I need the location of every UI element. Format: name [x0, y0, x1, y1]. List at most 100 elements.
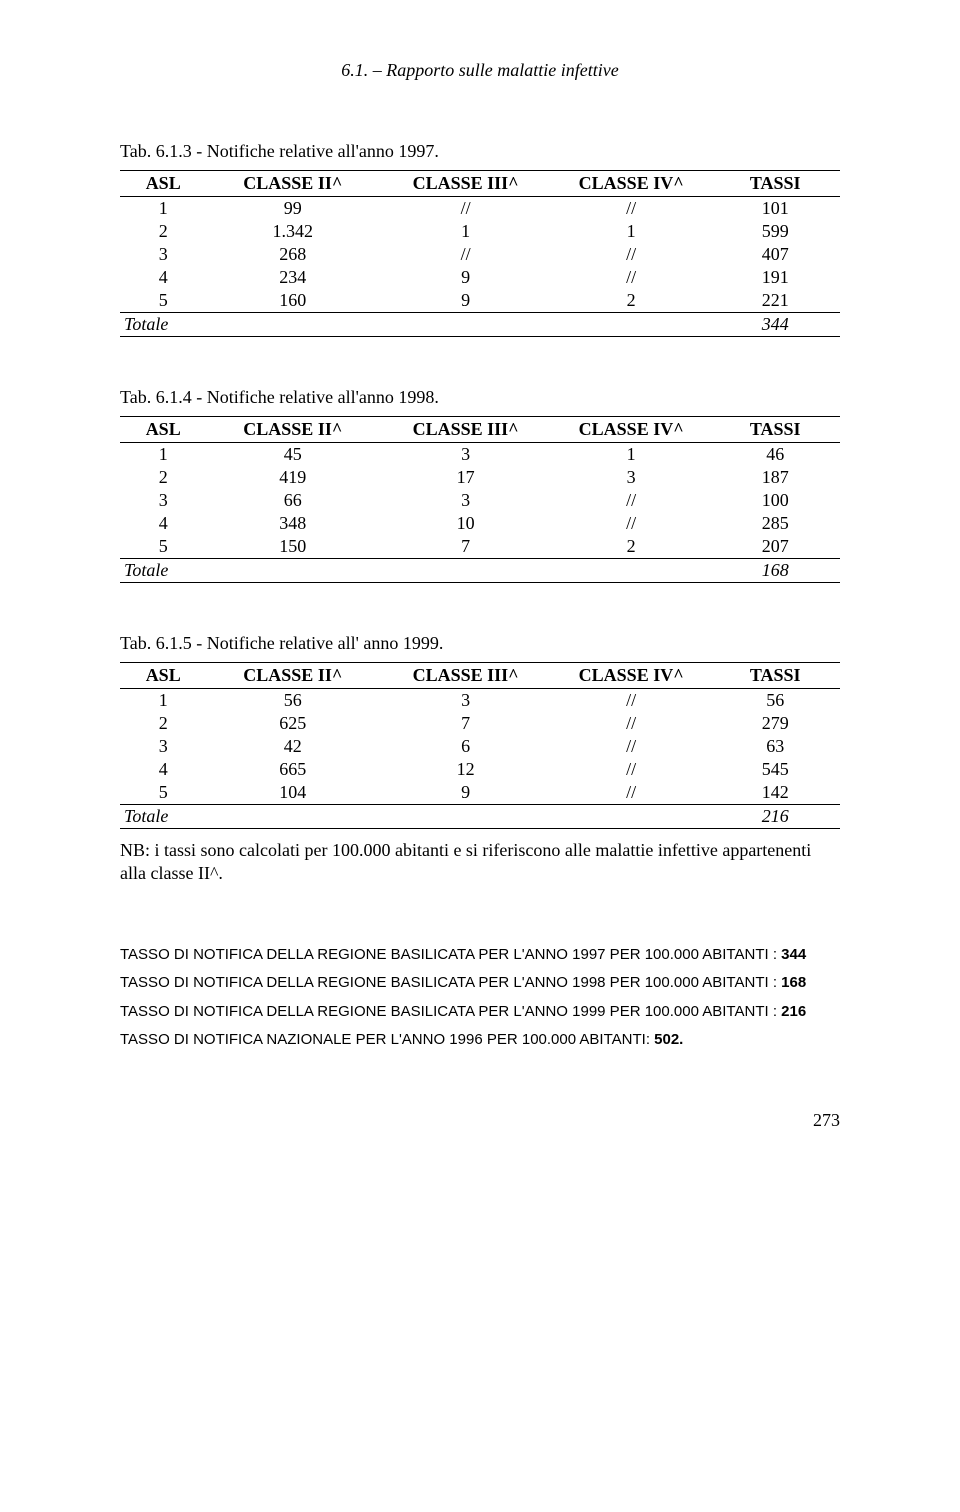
table-cell: 2	[120, 712, 206, 735]
table-cell: 5	[120, 535, 206, 559]
totale-label: Totale	[120, 805, 206, 829]
table-cell: //	[552, 243, 710, 266]
column-header: CLASSE II^	[206, 417, 379, 443]
column-header: ASL	[120, 417, 206, 443]
table-cell: 4	[120, 512, 206, 535]
table-cell: 1.342	[206, 220, 379, 243]
table-cell: 2	[552, 535, 710, 559]
table-cell: 279	[710, 712, 840, 735]
table-cell	[206, 559, 379, 583]
table-row: 42349//191	[120, 266, 840, 289]
table-cell: 3	[120, 243, 206, 266]
column-header: CLASSE III^	[379, 171, 552, 197]
table-cell: 3	[552, 466, 710, 489]
tasso-line: TASSO DI NOTIFICA NAZIONALE PER L'ANNO 1…	[120, 1026, 840, 1055]
table-cell: //	[552, 735, 710, 758]
table-cell: 101	[710, 197, 840, 221]
table-cell: 42	[206, 735, 379, 758]
table-cell: 7	[379, 535, 552, 559]
table-caption: Tab. 6.1.4 - Notifiche relative all'anno…	[120, 387, 840, 408]
column-header: CLASSE III^	[379, 663, 552, 689]
table-cell: 545	[710, 758, 840, 781]
table-cell	[379, 805, 552, 829]
table-cell: 1	[120, 689, 206, 713]
table-cell: 599	[710, 220, 840, 243]
tasso-line: TASSO DI NOTIFICA DELLA REGIONE BASILICA…	[120, 969, 840, 998]
table-cell: 9	[379, 266, 552, 289]
column-header: CLASSE IV^	[552, 171, 710, 197]
table-cell: 3	[120, 489, 206, 512]
totale-row: Totale216	[120, 805, 840, 829]
totale-row: Totale 344	[120, 313, 840, 337]
table-cell: 1	[120, 443, 206, 467]
table-cell: 1	[552, 220, 710, 243]
table-cell: 665	[206, 758, 379, 781]
column-header: CLASSE III^	[379, 417, 552, 443]
column-header: CLASSE II^	[206, 663, 379, 689]
table-caption: Tab. 6.1.3 - Notifiche relative all'anno…	[120, 141, 840, 162]
table-cell: 100	[710, 489, 840, 512]
table-cell: 2	[552, 289, 710, 313]
data-table: ASLCLASSE II^CLASSE III^CLASSE IV^TASSI 1…	[120, 662, 840, 829]
table-cell: 2	[120, 220, 206, 243]
totale-label: Totale	[120, 313, 206, 337]
data-table: ASLCLASSE II^CLASSE III^CLASSE IV^TASSI1…	[120, 170, 840, 337]
table-cell: 268	[206, 243, 379, 266]
table-cell: 4	[120, 266, 206, 289]
totale-value: 344	[710, 313, 840, 337]
table-row: 516092221	[120, 289, 840, 313]
table-cell: 1	[379, 220, 552, 243]
table-cell: 221	[710, 289, 840, 313]
table-cell: //	[552, 266, 710, 289]
table-row: 26257//279	[120, 712, 840, 735]
table-cell: 45	[206, 443, 379, 467]
column-header: ASL	[120, 663, 206, 689]
table-row: 3268////407	[120, 243, 840, 266]
column-header: TASSI	[710, 171, 840, 197]
table-cell: 2	[120, 466, 206, 489]
table-cell: 66	[206, 489, 379, 512]
column-header: TASSI	[710, 417, 840, 443]
table-cell: 1	[120, 197, 206, 221]
nb-note: NB: i tassi sono calcolati per 100.000 a…	[120, 839, 840, 886]
table-row: 3663//100	[120, 489, 840, 512]
table-cell: 142	[710, 781, 840, 805]
table-cell: //	[552, 712, 710, 735]
table-cell: 3	[379, 443, 552, 467]
table-cell: 56	[710, 689, 840, 713]
table-row: 515072207	[120, 535, 840, 559]
column-header: TASSI	[710, 663, 840, 689]
tasso-block: TASSO DI NOTIFICA DELLA REGIONE BASILICA…	[120, 941, 840, 1055]
table-cell: 348	[206, 512, 379, 535]
table-cell: 99	[206, 197, 379, 221]
table-cell: 1	[552, 443, 710, 467]
table-cell	[552, 559, 710, 583]
table-row: 199////101	[120, 197, 840, 221]
table-cell: 7	[379, 712, 552, 735]
table-cell: 17	[379, 466, 552, 489]
table-cell: 160	[206, 289, 379, 313]
table-row: 1453146	[120, 443, 840, 467]
totale-label: Totale	[120, 559, 206, 583]
table-row: 434810//285	[120, 512, 840, 535]
table-cell: 207	[710, 535, 840, 559]
table-cell: //	[552, 197, 710, 221]
tasso-line: TASSO DI NOTIFICA DELLA REGIONE BASILICA…	[120, 998, 840, 1027]
table-cell: //	[552, 489, 710, 512]
table-cell: 63	[710, 735, 840, 758]
table-row: 3426//63	[120, 735, 840, 758]
table-cell: //	[552, 512, 710, 535]
table-cell	[206, 313, 379, 337]
table-cell: 4	[120, 758, 206, 781]
table-row: 2419173187	[120, 466, 840, 489]
data-table: ASLCLASSE II^CLASSE III^CLASSE IV^TASSI1…	[120, 416, 840, 583]
totale-row: Totale 168	[120, 559, 840, 583]
table-row: 466512//545	[120, 758, 840, 781]
table-cell: //	[379, 197, 552, 221]
totale-value: 168	[710, 559, 840, 583]
section-header: 6.1. – Rapporto sulle malattie infettive	[120, 60, 840, 81]
table-cell: 46	[710, 443, 840, 467]
table-cell: 6	[379, 735, 552, 758]
column-header: CLASSE IV^	[552, 663, 710, 689]
table-cell: 9	[379, 289, 552, 313]
